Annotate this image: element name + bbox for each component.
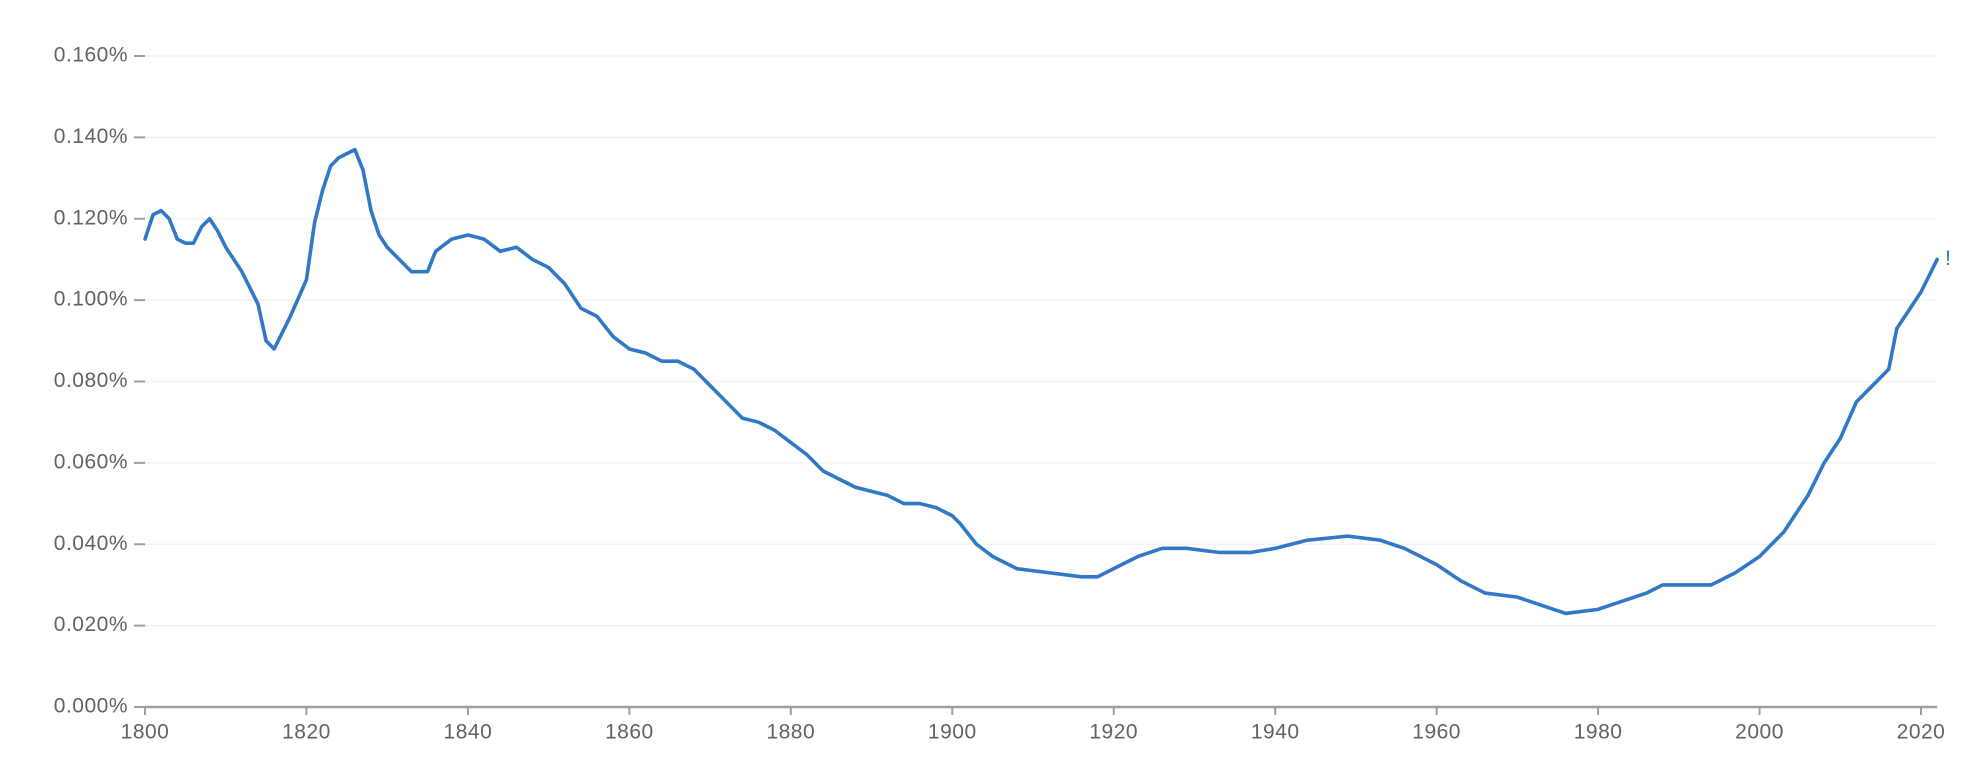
x-tick-label: 1820 bbox=[282, 721, 331, 744]
y-tick-label: 0.020% bbox=[54, 613, 128, 636]
y-tick-label: 0.100% bbox=[54, 288, 128, 311]
x-tick-label: 1940 bbox=[1251, 721, 1300, 744]
x-tick-label: 1860 bbox=[605, 721, 654, 744]
data-line bbox=[143, 147, 1939, 616]
y-tick-label: 0.060% bbox=[54, 450, 128, 473]
y-tick-label: 0.040% bbox=[54, 532, 128, 555]
end-marker: ! bbox=[1945, 247, 1951, 270]
x-tick-label: 1920 bbox=[1089, 721, 1138, 744]
y-tick-label: 0.080% bbox=[54, 369, 128, 392]
x-tick-label: 1840 bbox=[444, 721, 493, 744]
x-tick-label: 2000 bbox=[1735, 721, 1784, 744]
x-tick-label: 1900 bbox=[928, 721, 977, 744]
y-tick-label: 0.000% bbox=[54, 695, 128, 718]
y-tick-label: 0.160% bbox=[54, 44, 128, 67]
y-tick-label: 0.140% bbox=[54, 125, 128, 148]
x-tick-label: 1880 bbox=[766, 721, 815, 744]
x-tick-label: 1800 bbox=[121, 721, 170, 744]
x-tick-label: 1980 bbox=[1574, 721, 1623, 744]
x-tick-label: 2020 bbox=[1897, 721, 1946, 744]
y-tick-label: 0.120% bbox=[54, 206, 128, 229]
x-tick-label: 1960 bbox=[1412, 721, 1461, 744]
